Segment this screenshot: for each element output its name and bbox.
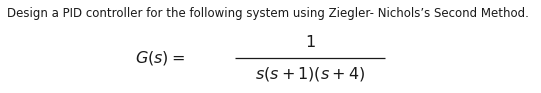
Text: $s(s+1)(s+4)$: $s(s+1)(s+4)$ (255, 65, 365, 83)
Text: $1$: $1$ (305, 34, 315, 50)
Text: Design a PID controller for the following system using Ziegler- Nichols’s Second: Design a PID controller for the followin… (7, 7, 529, 20)
Text: $G(s) =$: $G(s) =$ (135, 49, 185, 67)
